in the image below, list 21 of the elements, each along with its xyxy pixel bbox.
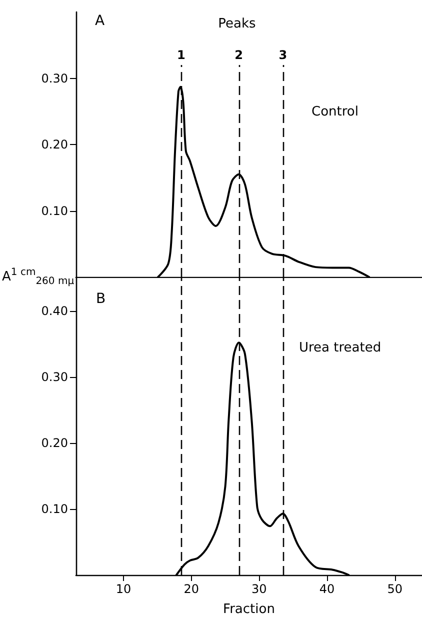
annotation: Urea treated bbox=[298, 340, 382, 356]
x-tick-label: 30 bbox=[252, 582, 267, 596]
x-tick-label: 50 bbox=[387, 582, 403, 596]
annotation: Peaks bbox=[218, 16, 256, 32]
annotation: 2 bbox=[234, 48, 244, 62]
chart-title: A bbox=[95, 13, 105, 29]
y-tick-label: 0.10 bbox=[41, 204, 68, 218]
y-tick-label: 0.10 bbox=[41, 502, 68, 516]
y-tick-label: 0.30 bbox=[41, 71, 68, 86]
x-axis-title: Fraction bbox=[223, 602, 275, 617]
x-tick-label: 10 bbox=[116, 582, 132, 596]
annotation: Control bbox=[312, 104, 358, 120]
y-tick-label: 0.20 bbox=[41, 138, 68, 152]
x-tick-label: 40 bbox=[319, 582, 335, 596]
annotation: 3 bbox=[278, 48, 288, 62]
y-tick-label: 0.30 bbox=[41, 370, 68, 384]
annotation: 1 bbox=[176, 48, 186, 62]
x-tick-label: 20 bbox=[184, 582, 199, 596]
y-tick-label: 0.40 bbox=[41, 304, 68, 318]
text: B bbox=[96, 291, 106, 307]
y-tick-label: 0.20 bbox=[41, 436, 68, 450]
